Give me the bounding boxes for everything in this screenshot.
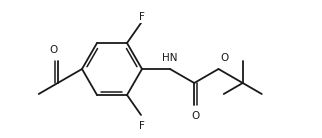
Text: O: O xyxy=(191,111,199,121)
Text: F: F xyxy=(139,12,145,22)
Text: F: F xyxy=(139,121,145,131)
Text: HN: HN xyxy=(162,53,178,63)
Text: O: O xyxy=(221,53,229,63)
Text: O: O xyxy=(50,45,58,55)
